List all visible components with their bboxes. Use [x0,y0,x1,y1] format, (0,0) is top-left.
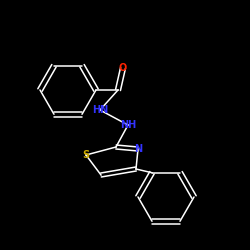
Text: N: N [134,144,142,154]
Text: O: O [119,63,127,73]
Text: S: S [82,150,89,160]
Text: HN: HN [92,105,108,115]
Text: NH: NH [120,120,136,130]
